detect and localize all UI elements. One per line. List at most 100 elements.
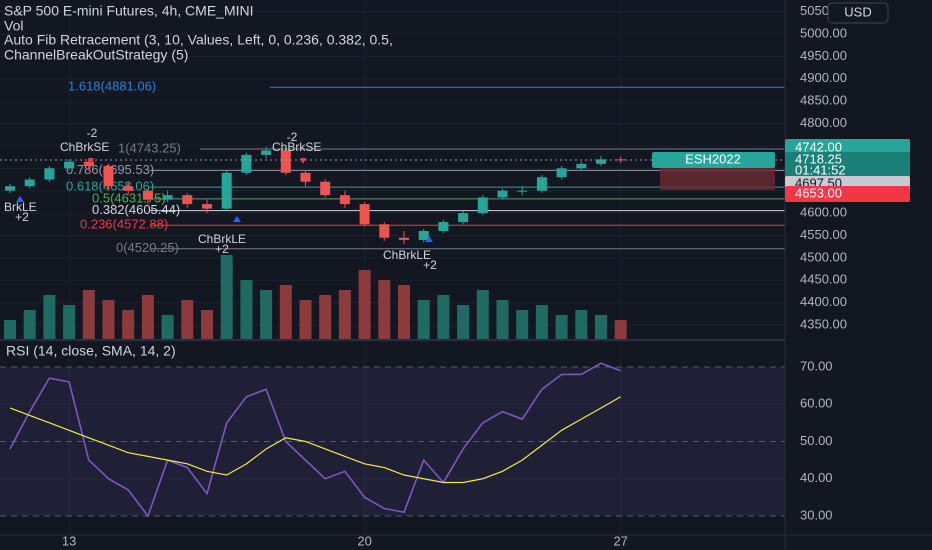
y-tick-label: 4450.00	[800, 272, 847, 287]
volume-bar	[161, 315, 174, 340]
candle-body	[241, 154, 252, 173]
y-tick-label: 4350.00	[800, 316, 847, 331]
volume-bar	[398, 285, 410, 340]
candle-body	[536, 177, 547, 191]
y-tick-label: 4850.00	[800, 93, 847, 108]
chart-title: S&P 500 E-mini Futures, 4h, CME_MINI	[4, 3, 254, 19]
volume-bar	[4, 320, 16, 340]
signal-label: BrkLE	[4, 200, 37, 214]
candle-body	[5, 186, 15, 191]
volume-bar	[122, 310, 135, 340]
y-tick-label: 4500.00	[800, 249, 847, 264]
countdown-text: 01:41:52	[795, 162, 846, 177]
rsi-legend: RSI (14, close, SMA, 14, 2)	[6, 343, 176, 359]
volume-bar	[23, 310, 36, 340]
signal-qty: -2	[87, 126, 98, 140]
volume-bar	[575, 310, 588, 340]
candle-body	[123, 186, 134, 191]
candle-body	[497, 190, 508, 198]
stop-price-tag	[785, 186, 910, 202]
volume-bar	[614, 320, 627, 340]
candle-body	[64, 161, 75, 169]
candle-body	[359, 204, 370, 225]
signal-label: ChBrkSE	[60, 140, 109, 154]
volume-bar	[516, 310, 529, 340]
y-tick-label: 4950.00	[800, 48, 847, 63]
x-tick-label: 20	[357, 533, 371, 548]
volume-bar	[476, 290, 489, 340]
volume-bar	[457, 305, 470, 340]
candle-body	[280, 150, 291, 173]
candle-body	[458, 213, 469, 223]
rsi-tick-label: 60.00	[800, 396, 833, 411]
candle-body	[83, 161, 94, 167]
candle-body	[596, 159, 606, 164]
volume-bar	[220, 255, 233, 340]
rsi-tick-label: 70.00	[800, 358, 833, 373]
rsi-tick-label: 30.00	[800, 507, 833, 522]
rsi-tick-label: 50.00	[800, 433, 833, 448]
candle-body	[379, 224, 390, 238]
rsi-line	[9, 362, 621, 518]
position-box	[660, 168, 775, 190]
candle-body	[320, 181, 331, 196]
volume-bar	[535, 305, 548, 340]
signal-qty: +2	[215, 242, 229, 256]
signal-label: ChBrkLE	[383, 248, 431, 262]
y-tick-label: 5000.00	[800, 25, 847, 40]
volume-bar	[141, 295, 154, 340]
x-tick-label: 13	[62, 533, 76, 548]
volume-bar	[82, 290, 95, 340]
volume-bar	[63, 305, 76, 340]
candle-body	[418, 230, 429, 240]
currency-button[interactable]	[827, 2, 889, 24]
volume-bar	[417, 300, 430, 340]
y-tick-label: 4550.00	[800, 227, 847, 242]
candle-body	[182, 195, 193, 205]
candle-body	[202, 204, 212, 209]
rsi-line	[9, 396, 621, 484]
signal-qty: -2	[287, 130, 298, 144]
candle-body	[477, 197, 488, 214]
candle-body	[44, 168, 55, 180]
candle-body	[517, 190, 528, 192]
volume-bar	[496, 300, 509, 340]
volume-bar	[181, 300, 194, 340]
candle-body	[438, 222, 449, 231]
volume-bar	[260, 290, 273, 340]
volume-bar	[555, 315, 568, 340]
y-tick-label: 4900.00	[800, 70, 847, 85]
volume-legend: Vol	[4, 18, 23, 34]
candle-body	[221, 172, 232, 209]
fib-label: 0(4520.25)	[116, 240, 179, 255]
candle-body	[300, 172, 311, 182]
signal-qty: +2	[15, 210, 29, 224]
candle-body	[142, 190, 153, 200]
candle-body	[576, 163, 587, 169]
candle-body	[399, 237, 409, 240]
candle-body	[339, 195, 350, 205]
candle-body	[103, 166, 114, 187]
volume-bar	[319, 295, 332, 340]
rsi-tick-label: 40.00	[800, 470, 833, 485]
fib-label: 1(4743.25)	[118, 140, 181, 155]
fib-indicator-legend: Auto Fib Retracement (3, 10, Values, Lef…	[4, 32, 393, 48]
candle-body	[24, 179, 35, 187]
currency-label[interactable]: USD	[844, 4, 871, 19]
volume-bar	[358, 270, 371, 340]
y-tick-label: 4600.00	[800, 205, 847, 220]
volume-bar	[378, 280, 391, 340]
volume-bar	[338, 290, 351, 340]
fib-label: 0.236(4572.88)	[80, 217, 168, 232]
last-price-tag	[785, 152, 910, 178]
volume-bar	[279, 285, 292, 340]
volume-bar	[43, 295, 56, 340]
price-tag-text: 4742.00	[795, 139, 842, 154]
volume-bar	[299, 300, 312, 340]
y-tick-label: 4800.00	[800, 115, 847, 130]
volume-bar	[201, 310, 213, 340]
last-price-text: 4718.25	[795, 151, 842, 166]
fib-label: 1.618(4881.06)	[68, 79, 156, 94]
signal-qty: +2	[423, 258, 437, 272]
